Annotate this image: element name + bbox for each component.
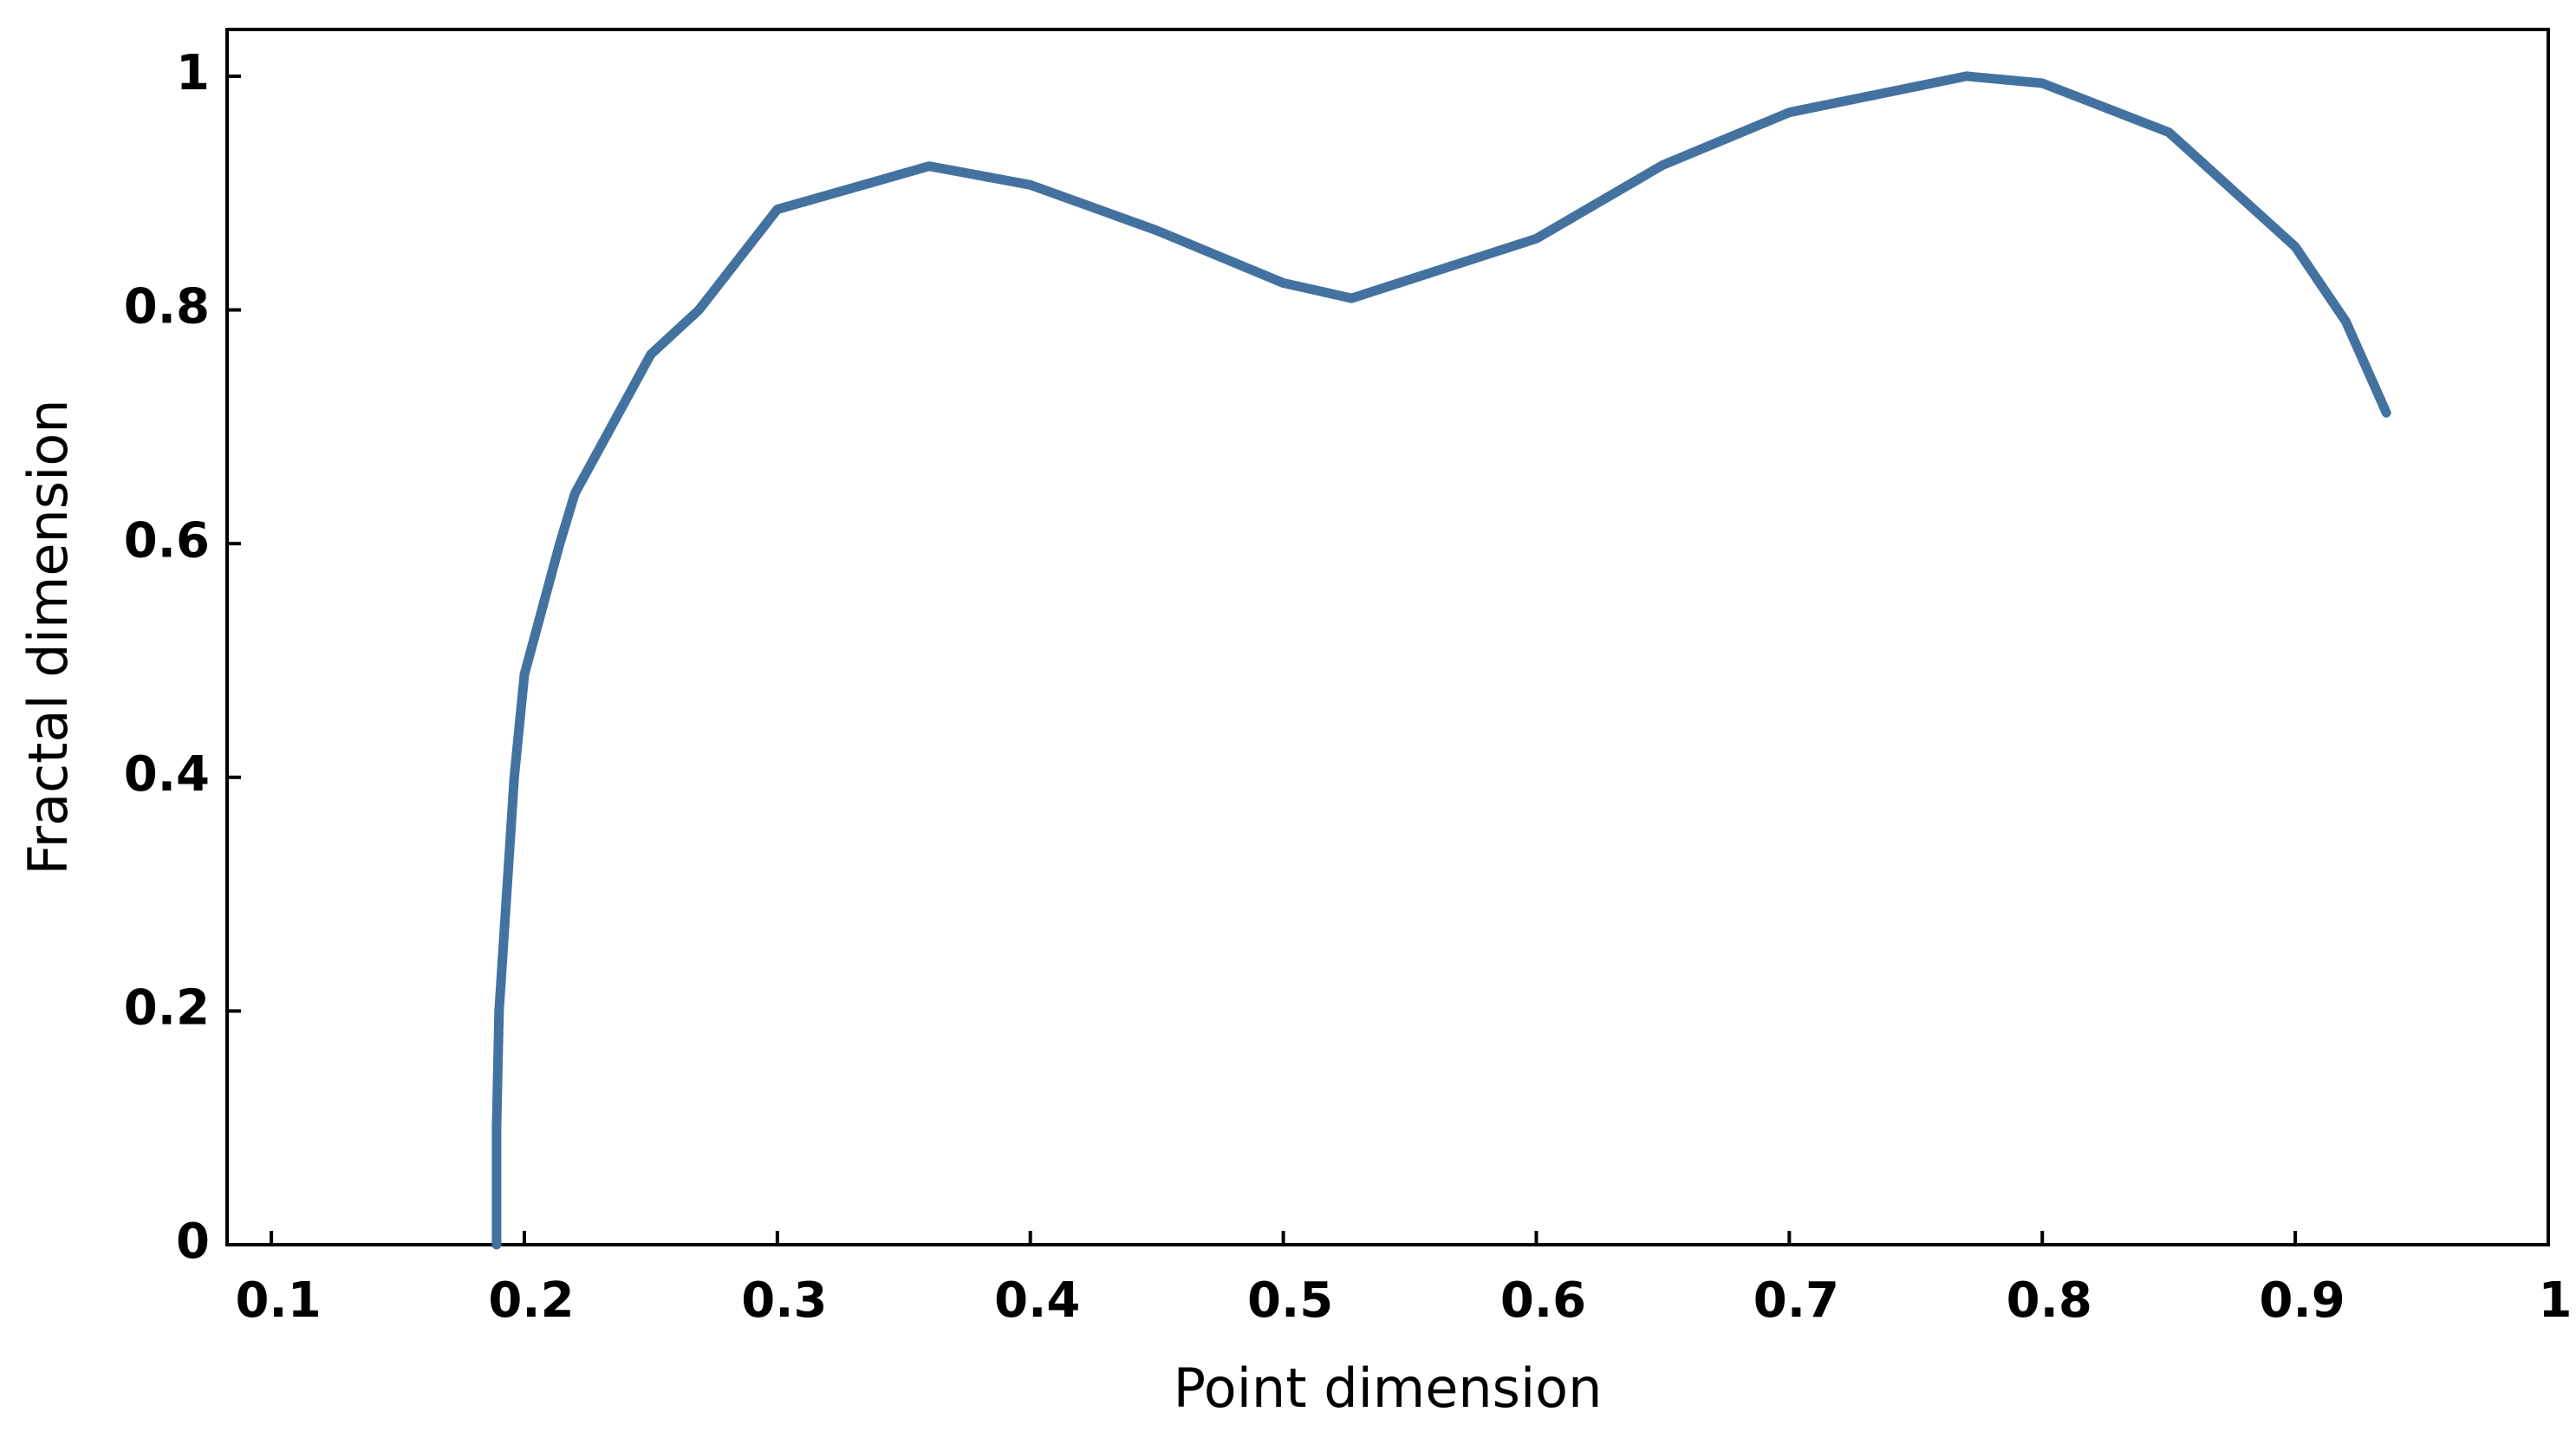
x-tick-label: 0.3 — [741, 1272, 827, 1329]
x-tick-label: 0.4 — [994, 1272, 1080, 1329]
y-tick-label: 0.6 — [124, 512, 210, 569]
x-tick-label: 0.8 — [2007, 1272, 2092, 1329]
x-tick-label: 1 — [2539, 1272, 2573, 1329]
x-tick-label: 0.6 — [1500, 1272, 1586, 1329]
x-tick-label: 0.1 — [235, 1272, 321, 1329]
x-tick-label: 0.5 — [1247, 1272, 1333, 1329]
x-tick-label: 0.2 — [488, 1272, 574, 1329]
y-axis-label: Fractal dimension — [16, 399, 80, 875]
y-tick-label: 0.8 — [124, 279, 210, 335]
data-line — [491, 71, 2391, 1250]
y-tick-label: 0.4 — [124, 746, 210, 803]
y-tick-label: 0.2 — [124, 980, 210, 1037]
x-tick-label: 0.9 — [2260, 1272, 2345, 1329]
y-tick-label: 1 — [176, 45, 210, 101]
x-tick-label: 0.7 — [1753, 1272, 1839, 1329]
x-axis-label: Point dimension — [1174, 1357, 1603, 1420]
y-tick-label: 0 — [176, 1214, 210, 1270]
plot-frame — [225, 28, 2550, 1246]
